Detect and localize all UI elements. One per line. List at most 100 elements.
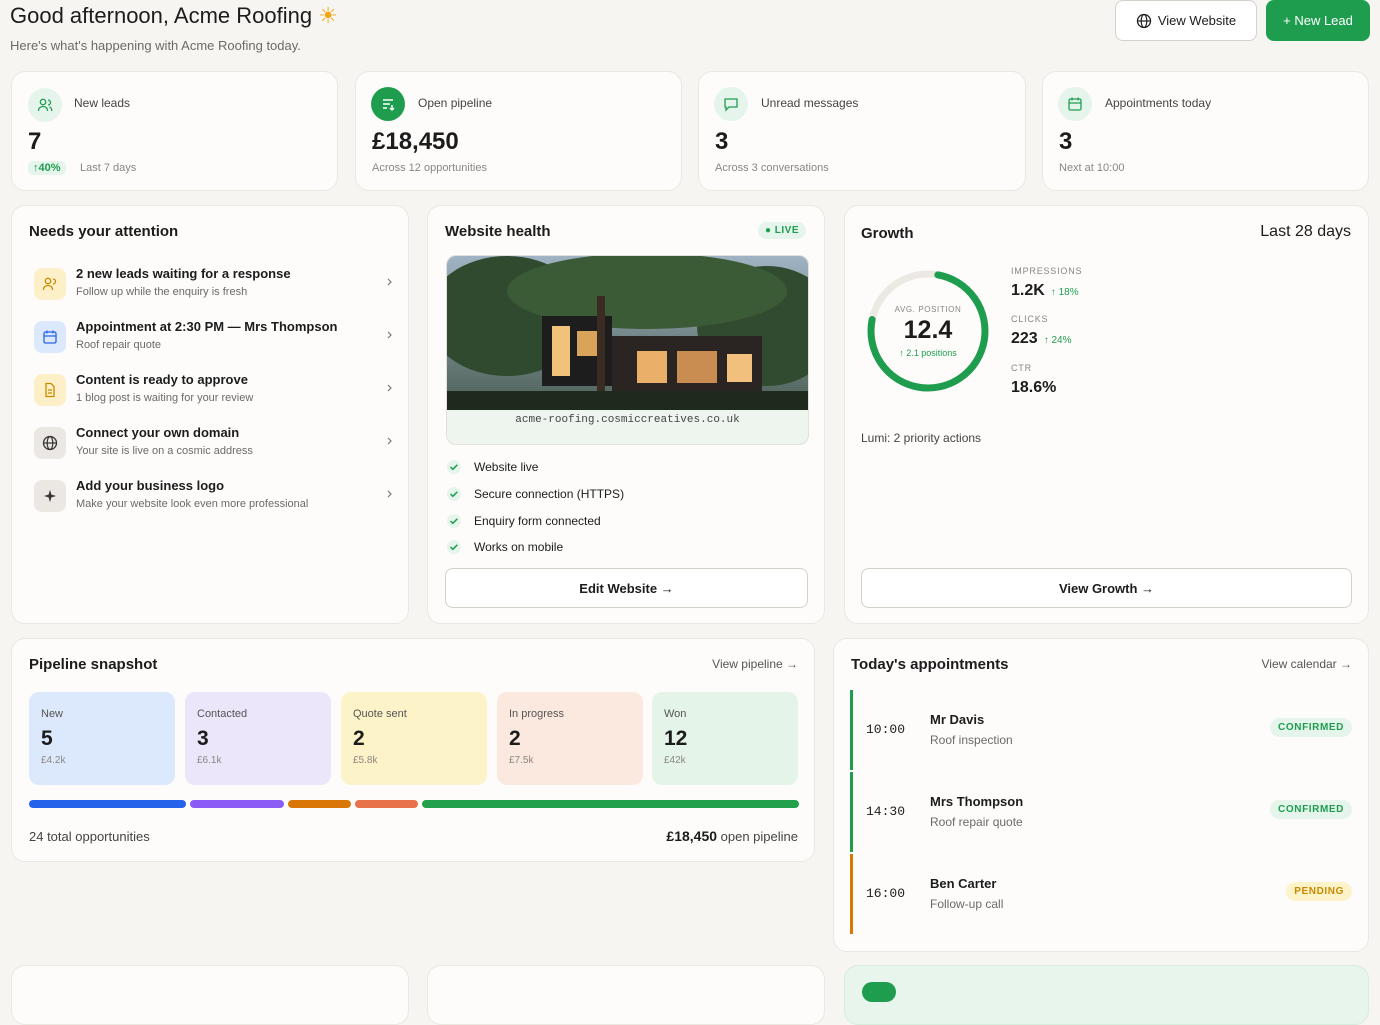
pipeline-card: Pipeline snapshot View pipeline → New 5 £4…	[11, 638, 815, 862]
pipeline-segment	[190, 800, 285, 808]
stage-count: 12	[664, 727, 688, 750]
open-pipeline: £18,450 open pipeline	[666, 828, 798, 844]
check-icon	[447, 460, 461, 474]
status-badge: CONFIRMED	[1270, 718, 1352, 737]
description: Roof repair quote	[930, 815, 1023, 829]
attention-item[interactable]: Appointment at 2:30 PM — Mrs Thompson Ro…	[34, 315, 394, 361]
appointment[interactable]: 16:00 Ben Carter Follow-up call PENDING	[850, 854, 1352, 934]
dashboard: Good afternoon, Acme Roofing ☀ Here's wh…	[10, 0, 1370, 1025]
stat-value: 3	[1059, 128, 1073, 155]
stage-count: 2	[353, 727, 365, 750]
time: 16:00	[866, 886, 906, 901]
view-growth-button[interactable]: View Growth →	[861, 568, 1352, 608]
stat-label: Open pipeline	[418, 96, 493, 110]
card-title: Needs your attention	[29, 223, 179, 240]
attention-item[interactable]: Add your business logo Make your website…	[34, 474, 394, 520]
stage-tile[interactable]: In progress 2 £7.5k	[497, 692, 643, 785]
stage-tile[interactable]: Contacted 3 £6.1k	[185, 692, 331, 785]
item-subtitle: Follow up while the enquiry is fresh	[76, 286, 248, 298]
stage-tile[interactable]: Quote sent 2 £5.8k	[341, 692, 487, 785]
item-subtitle: Roof repair quote	[76, 339, 161, 351]
page: Dashboard { "header": {"greeting": "Good…	[10, 0, 1370, 1025]
metric-value: 223	[1011, 330, 1038, 347]
attention-item[interactable]: 2 new leads waiting for a response Follo…	[34, 262, 394, 308]
item-title: Connect your own domain	[76, 425, 240, 440]
metric: CTR 18.6%	[1011, 363, 1056, 397]
period: Last 28 days	[1260, 223, 1351, 240]
chevron	[387, 437, 392, 445]
stage-tile[interactable]: New 5 £4.2k	[29, 692, 175, 785]
stat-icon	[714, 87, 748, 121]
card-title: Website health	[445, 223, 551, 240]
stat-note: Across 3 conversations	[715, 162, 829, 174]
stage-tile[interactable]: Won 12 £42k	[652, 692, 798, 785]
stat-value: 7	[28, 128, 42, 155]
attention-item[interactable]: Content is ready to approve 1 blog post …	[34, 368, 394, 414]
edit-website-button[interactable]: Edit Website →	[445, 568, 808, 608]
item-icon	[34, 268, 66, 300]
item-title: Content is ready to approve	[76, 372, 248, 387]
pipeline-segment	[421, 800, 799, 808]
greeting-emoji: ☀	[318, 3, 338, 28]
status-bar	[850, 854, 853, 934]
bottom-card	[844, 965, 1369, 1025]
status-bar	[850, 772, 853, 852]
ring-label: AVG. POSITION	[894, 305, 962, 314]
view-website-button[interactable]: View Website	[1115, 0, 1257, 41]
stat-card[interactable]: Appointments today 3 Next at 10:00	[1042, 71, 1369, 191]
stat-card[interactable]: New leads 7 ↑40% Last 7 days	[11, 71, 338, 191]
button-label: View Growth →	[1058, 580, 1155, 596]
client-name: Ben Carter	[930, 876, 997, 891]
metric-label: CTR	[1011, 363, 1032, 373]
stat-card[interactable]: Open pipeline £18,450 Across 12 opportun…	[355, 71, 682, 191]
attention-card: Needs your attention 2 new leads waiting…	[11, 205, 409, 624]
check-item: Enquiry form connected	[446, 513, 601, 529]
card-title: Today's appointments	[851, 656, 1009, 673]
item-subtitle: Make your website look even more profess…	[76, 498, 309, 510]
item-icon	[34, 374, 66, 406]
appointment[interactable]: 10:00 Mr Davis Roof inspection CONFIRMED	[850, 690, 1352, 770]
item-icon	[34, 480, 66, 512]
appointments-card: Today's appointments View calendar → 10:…	[833, 638, 1369, 952]
bottom-card	[11, 965, 409, 1025]
view-pipeline-link[interactable]: View pipeline →	[712, 657, 798, 671]
stage-count: 3	[197, 727, 209, 750]
metric-label: IMPRESSIONS	[1011, 266, 1083, 276]
item-icon	[34, 321, 66, 353]
website-card: Website health ● LIVE acme-roofing.cosmi…	[427, 205, 825, 624]
stat-label: Unread messages	[761, 96, 859, 110]
check-item: Website live	[446, 459, 538, 475]
appointment[interactable]: 14:30 Mrs Thompson Roof repair quote CONFIR…	[850, 772, 1352, 852]
button-label: Edit Website →	[579, 580, 674, 596]
stage-value: £42k	[664, 755, 686, 766]
time: 14:30	[866, 804, 906, 819]
description: Follow-up call	[930, 897, 1004, 911]
item-icon	[34, 427, 66, 459]
live-badge: ● LIVE	[757, 222, 806, 239]
button-label: + New Lead	[1283, 13, 1353, 28]
check-label: Works on mobile	[474, 540, 564, 554]
view-calendar-link[interactable]: View calendar →	[1261, 657, 1353, 671]
client-name: Mrs Thompson	[930, 794, 1024, 809]
check-label: Enquiry form connected	[474, 514, 601, 528]
stat-note: Last 7 days	[80, 162, 137, 174]
open-label: open pipeline	[720, 829, 798, 844]
globe-icon	[1136, 13, 1152, 28]
stage-name: New	[41, 708, 64, 720]
stat-card[interactable]: Unread messages 3 Across 3 conversations	[698, 71, 1026, 191]
growth-card: Growth Last 28 days AVG. POSITION 12.4 ↑…	[844, 205, 1369, 624]
attention-item[interactable]: Connect your own domain Your site is liv…	[34, 421, 394, 467]
stage-value: £4.2k	[41, 755, 66, 766]
chevron	[387, 384, 392, 392]
stat-label: New leads	[74, 96, 131, 110]
status-badge: PENDING	[1286, 882, 1352, 901]
badge	[862, 982, 896, 1002]
check-item: Works on mobile	[446, 539, 563, 555]
subtitle: Here's what's happening with Acme Roofin…	[10, 38, 301, 53]
new-lead-button[interactable]: + New Lead	[1266, 0, 1370, 41]
open-value: £18,450	[666, 828, 718, 844]
item-title: Add your business logo	[76, 478, 225, 493]
item-title: Appointment at 2:30 PM — Mrs Thompson	[76, 319, 338, 334]
metric-label: CLICKS	[1011, 314, 1049, 324]
check-icon	[447, 487, 461, 501]
